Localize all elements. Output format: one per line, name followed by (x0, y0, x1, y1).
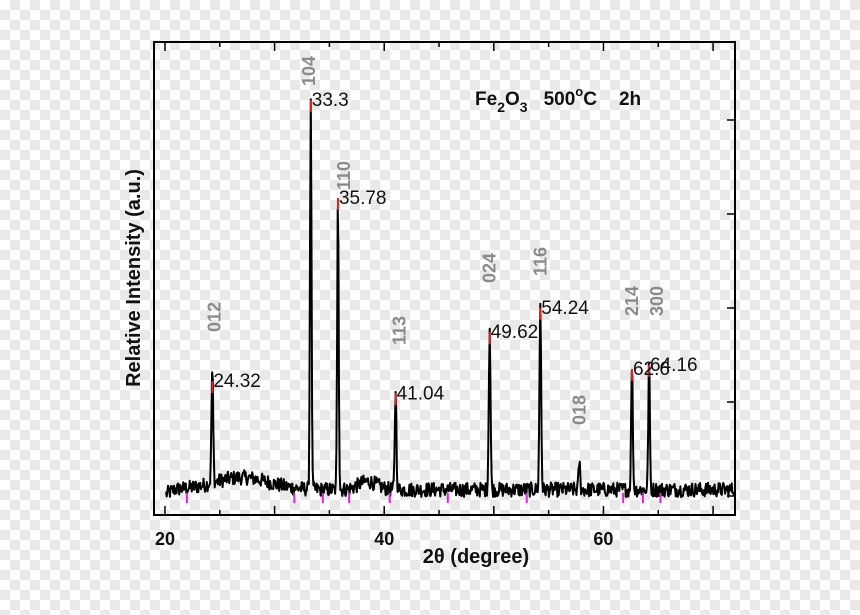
peak-value-label: 41.04 (397, 383, 445, 404)
hkl-label: 018 (569, 395, 589, 425)
peak-value-label: 49.62 (491, 322, 539, 343)
hkl-labels: 012 104 110 113 024 116 018 214 300 (204, 56, 667, 425)
hkl-label: 214 (622, 286, 642, 316)
peak-value-label: 24.32 (213, 371, 261, 392)
peak-marks (211, 100, 651, 406)
hkl-label: 113 (390, 316, 410, 345)
hkl-label: 110 (334, 161, 354, 190)
peak-value-label: 33.3 (312, 90, 349, 111)
x-tick-labels: 20 40 60 (155, 529, 614, 549)
hkl-label: 104 (299, 56, 319, 86)
hkl-label: 024 (480, 253, 500, 283)
tick-marks (164, 42, 735, 515)
peak-value-label: 35.78 (339, 188, 387, 209)
hkl-label: 012 (204, 302, 224, 332)
hkl-label: 300 (647, 286, 667, 316)
peak-value-label: 54.24 (541, 298, 589, 319)
hkl-label: 116 (530, 247, 550, 276)
xrd-pattern-line (165, 98, 736, 498)
y-axis-label: Relative Intensity (a.u.) (123, 169, 145, 387)
x-tick-label: 60 (593, 529, 613, 549)
x-axis-label: 2θ (degree) (423, 546, 529, 568)
x-tick-label: 20 (155, 529, 175, 549)
peak-value-label: 64.16 (650, 355, 698, 376)
dip-marks (185, 493, 662, 503)
peak-value-label: 62.6 (633, 359, 670, 380)
x-tick-label: 40 (374, 529, 394, 549)
plot-frame (153, 41, 736, 516)
chart-title: Fe2O3 500oC 2h (475, 84, 641, 115)
